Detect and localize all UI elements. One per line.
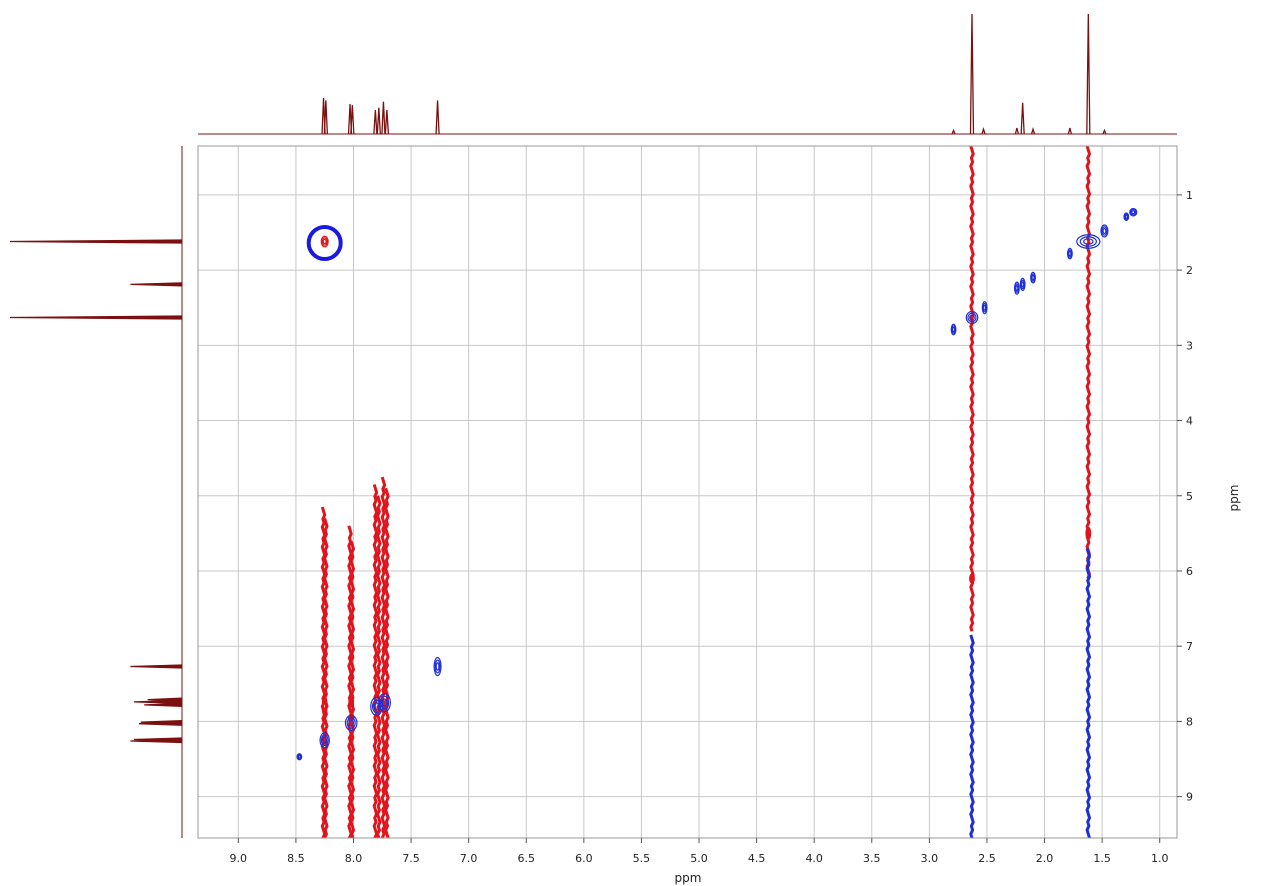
top-projection-peak bbox=[350, 105, 355, 135]
y-tick-label: 8 bbox=[1186, 715, 1193, 728]
y-tick-label: 9 bbox=[1186, 791, 1193, 804]
top-projection-peak bbox=[381, 101, 386, 135]
negative-streak bbox=[320, 506, 327, 839]
negative-streak bbox=[380, 476, 387, 839]
negative-streak bbox=[969, 145, 975, 632]
y-tick-label: 4 bbox=[1186, 415, 1193, 428]
left-projection-peak bbox=[144, 702, 183, 708]
x-axis-label: ppm bbox=[675, 871, 702, 885]
positive-peak bbox=[1030, 271, 1036, 284]
positive-peak bbox=[1129, 207, 1138, 217]
x-tick-label: 7.0 bbox=[460, 852, 478, 865]
negative-peak bbox=[1085, 526, 1092, 540]
positive-peak bbox=[981, 301, 988, 315]
top-projection bbox=[198, 13, 1177, 135]
x-tick-label: 1.5 bbox=[1093, 852, 1111, 865]
top-projection-peak bbox=[376, 107, 381, 135]
top-projection-peak bbox=[1030, 127, 1036, 135]
y-axis-label: ppm bbox=[1227, 485, 1241, 512]
top-projection-peak bbox=[981, 127, 986, 135]
positive-peak bbox=[965, 310, 979, 325]
x-tick-label: 3.0 bbox=[921, 852, 939, 865]
annotations bbox=[306, 225, 343, 262]
x-tick-label: 1.0 bbox=[1151, 852, 1169, 865]
x-tick-label: 7.5 bbox=[402, 852, 420, 865]
x-tick-label: 6.0 bbox=[575, 852, 593, 865]
top-projection-peak bbox=[384, 109, 390, 135]
plot-frame bbox=[197, 145, 1178, 839]
grid-lines bbox=[198, 146, 1177, 838]
positive-peak bbox=[950, 323, 957, 336]
top-projection-peak bbox=[1067, 127, 1073, 135]
top-projection-peak bbox=[1014, 127, 1020, 135]
x-tick-label: 4.5 bbox=[748, 852, 766, 865]
x-tick-label: 8.5 bbox=[287, 852, 305, 865]
y-axis-ticks: 1 2 3 4 5 6 7 8 9 bbox=[1177, 189, 1193, 804]
y-tick-label: 7 bbox=[1186, 640, 1193, 653]
x-tick-label: 2.0 bbox=[1036, 852, 1054, 865]
highlight-circle bbox=[306, 225, 343, 262]
y-tick-label: 2 bbox=[1186, 264, 1193, 277]
negative-streak bbox=[375, 495, 382, 839]
y-tick-label: 3 bbox=[1186, 339, 1193, 352]
positive-streak bbox=[1085, 547, 1092, 839]
negative-peak bbox=[348, 691, 355, 714]
x-tick-label: 9.0 bbox=[230, 852, 248, 865]
left-projection-peak bbox=[9, 239, 183, 244]
negative-streak bbox=[323, 517, 329, 839]
negative-streak bbox=[349, 540, 356, 839]
top-projection-peak bbox=[435, 100, 440, 135]
positive-peak bbox=[1076, 234, 1101, 249]
x-tick-label: 6.5 bbox=[518, 852, 536, 865]
negative-peak bbox=[320, 235, 329, 248]
left-projection-peak bbox=[138, 721, 183, 726]
x-tick-label: 2.5 bbox=[978, 852, 996, 865]
x-tick-label: 5.5 bbox=[633, 852, 651, 865]
positive-peak bbox=[1100, 224, 1109, 238]
negative-streak bbox=[384, 487, 390, 839]
positive-peak bbox=[1066, 247, 1073, 260]
y-tick-label: 6 bbox=[1186, 565, 1193, 578]
y-tick-label: 5 bbox=[1186, 490, 1193, 503]
top-projection-peak bbox=[1020, 102, 1025, 135]
contour-streaks bbox=[320, 145, 1092, 839]
y-tick-label: 1 bbox=[1186, 189, 1193, 202]
negative-peak bbox=[969, 573, 975, 584]
plot-border bbox=[197, 145, 1178, 839]
top-projection-peak bbox=[373, 109, 378, 135]
top-projection-peak bbox=[1086, 13, 1091, 135]
x-tick-label: 5.0 bbox=[690, 852, 708, 865]
negative-streak bbox=[372, 484, 379, 839]
x-tick-label: 3.5 bbox=[863, 852, 881, 865]
positive-peak bbox=[296, 753, 303, 761]
x-tick-label: 4.0 bbox=[805, 852, 823, 865]
positive-peak bbox=[433, 656, 442, 677]
positive-peak bbox=[319, 732, 330, 749]
top-projection-peak bbox=[1102, 128, 1107, 135]
negative-peak bbox=[321, 695, 328, 718]
top-projection-peak bbox=[951, 128, 956, 135]
x-axis-ticks: 9.0 8.5 8.0 7.5 7.0 6.5 6.0 5.5 5.0 4.5 4.0 3.5 3.0 2… bbox=[230, 838, 1169, 865]
left-projection-peak bbox=[130, 738, 183, 744]
positive-peak bbox=[378, 692, 391, 713]
negative-streak bbox=[1085, 145, 1092, 580]
positive-peak bbox=[1014, 281, 1020, 295]
positive-streak bbox=[969, 634, 975, 839]
left-projection-peak bbox=[130, 664, 183, 669]
left-projection-peak bbox=[133, 699, 183, 705]
x-tick-label: 8.0 bbox=[345, 852, 363, 865]
left-projection-peak bbox=[130, 282, 183, 287]
left-projection-peak bbox=[9, 315, 183, 320]
top-projection-peak bbox=[323, 100, 328, 135]
positive-peak bbox=[344, 714, 358, 732]
positive-peak bbox=[1019, 277, 1026, 292]
left-projection bbox=[9, 146, 183, 838]
positive-peak bbox=[1123, 212, 1130, 222]
contour-peaks bbox=[296, 207, 1138, 761]
top-projection-peak bbox=[969, 13, 975, 135]
